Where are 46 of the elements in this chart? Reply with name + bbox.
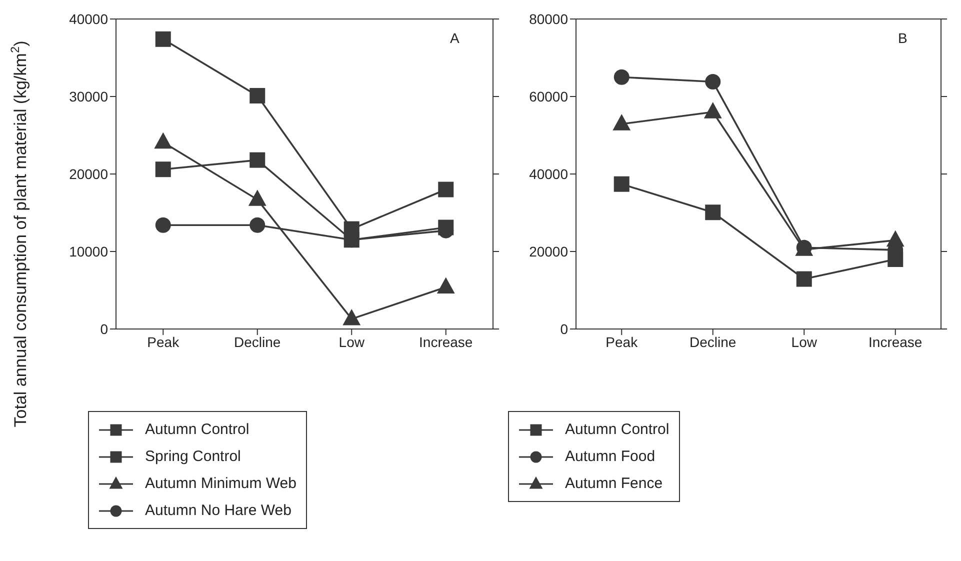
annotation: B xyxy=(898,30,908,46)
point xyxy=(155,162,171,178)
y-tick-label: 60000 xyxy=(529,88,568,104)
x-tick-label: Decline xyxy=(690,334,736,350)
y-tick-label: 40000 xyxy=(69,10,108,27)
legend-label: Autumn Fence xyxy=(565,475,663,492)
x-tick-label: Increase xyxy=(868,334,922,350)
x-tick-label: Peak xyxy=(606,334,639,350)
y-tick-label: 0 xyxy=(560,320,568,337)
legend-label: Autumn No Hare Web xyxy=(145,502,292,519)
point xyxy=(250,152,266,168)
x-tick-label: Decline xyxy=(234,334,281,350)
x-tick-label: Low xyxy=(791,334,818,350)
legend-label: Spring Control xyxy=(145,448,241,465)
point xyxy=(154,133,172,149)
y-tick-label: 40000 xyxy=(529,166,568,182)
point xyxy=(705,204,721,220)
annotation: A xyxy=(450,30,460,46)
point xyxy=(250,88,266,104)
y-tick-label: 80000 xyxy=(529,10,568,27)
point xyxy=(343,310,360,326)
y-tick-label: 20000 xyxy=(529,243,568,260)
point xyxy=(438,182,454,198)
point xyxy=(704,102,722,118)
legend-label: Autumn Minimum Web xyxy=(145,475,296,492)
x-tick-label: Low xyxy=(338,334,366,350)
point xyxy=(886,231,904,247)
point xyxy=(614,69,630,85)
point xyxy=(613,114,630,130)
point xyxy=(250,217,266,233)
x-tick-label: Peak xyxy=(147,334,180,350)
y-tick-label: 20000 xyxy=(69,166,108,182)
y-tick-label: 30000 xyxy=(69,88,108,104)
y-tick-label: 10000 xyxy=(69,243,108,260)
y-tick-label: 0 xyxy=(100,320,108,337)
point xyxy=(248,190,266,206)
point xyxy=(437,278,454,294)
point xyxy=(155,31,171,47)
point xyxy=(796,271,812,287)
point xyxy=(614,176,630,192)
point xyxy=(155,217,171,233)
legend-label: Autumn Control xyxy=(565,421,670,438)
x-tick-label: Increase xyxy=(419,334,473,350)
legend-label: Autumn Food xyxy=(565,448,656,465)
point xyxy=(705,74,721,90)
legend-label: Autumn Control xyxy=(145,421,250,438)
